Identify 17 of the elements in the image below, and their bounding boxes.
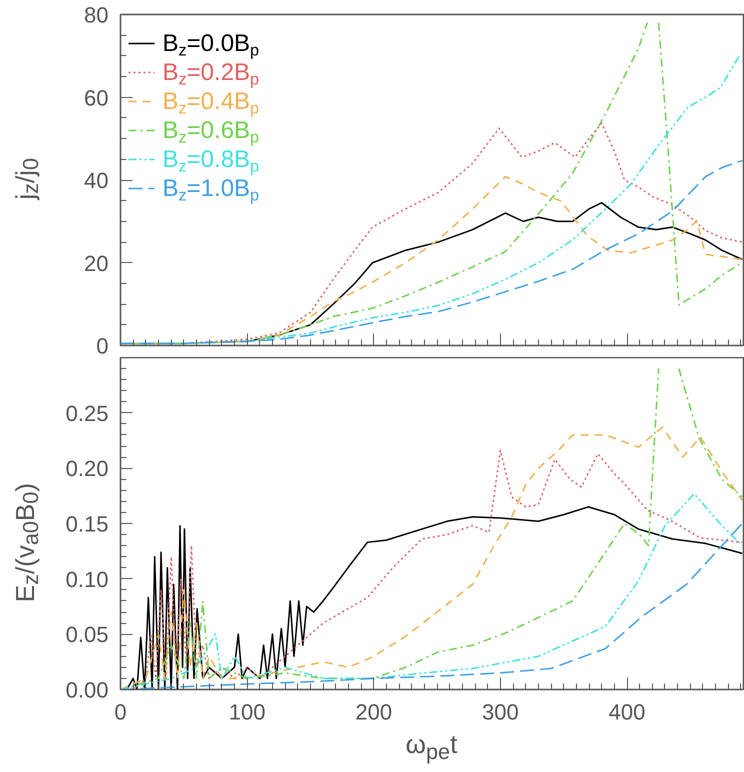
y-tick-label: 0 xyxy=(96,334,109,358)
x-axis-title: ω$_{pe}$t xyxy=(404,729,458,766)
y-tick-label: 0.15 xyxy=(66,512,109,536)
x-tick-label: 300 xyxy=(482,700,519,724)
y-tick-label: 0.00 xyxy=(66,678,109,702)
y-tick-label: 60 xyxy=(84,85,109,110)
x-tick-label: 400 xyxy=(608,700,646,724)
x-tick-label: 100 xyxy=(228,700,266,724)
x-tick-label: 200 xyxy=(355,700,392,724)
y-tick-label: 0.20 xyxy=(66,456,109,482)
y-tick-label: 0.05 xyxy=(66,622,109,648)
y-tick-label: 80 xyxy=(84,2,109,28)
y-tick-label: 40 xyxy=(84,168,109,193)
y-tick-label: 0.25 xyxy=(66,400,109,426)
y-tick-label: 0.10 xyxy=(66,566,109,592)
y-tick-label: 20 xyxy=(84,250,109,276)
x-tick-label: 0 xyxy=(114,700,127,724)
